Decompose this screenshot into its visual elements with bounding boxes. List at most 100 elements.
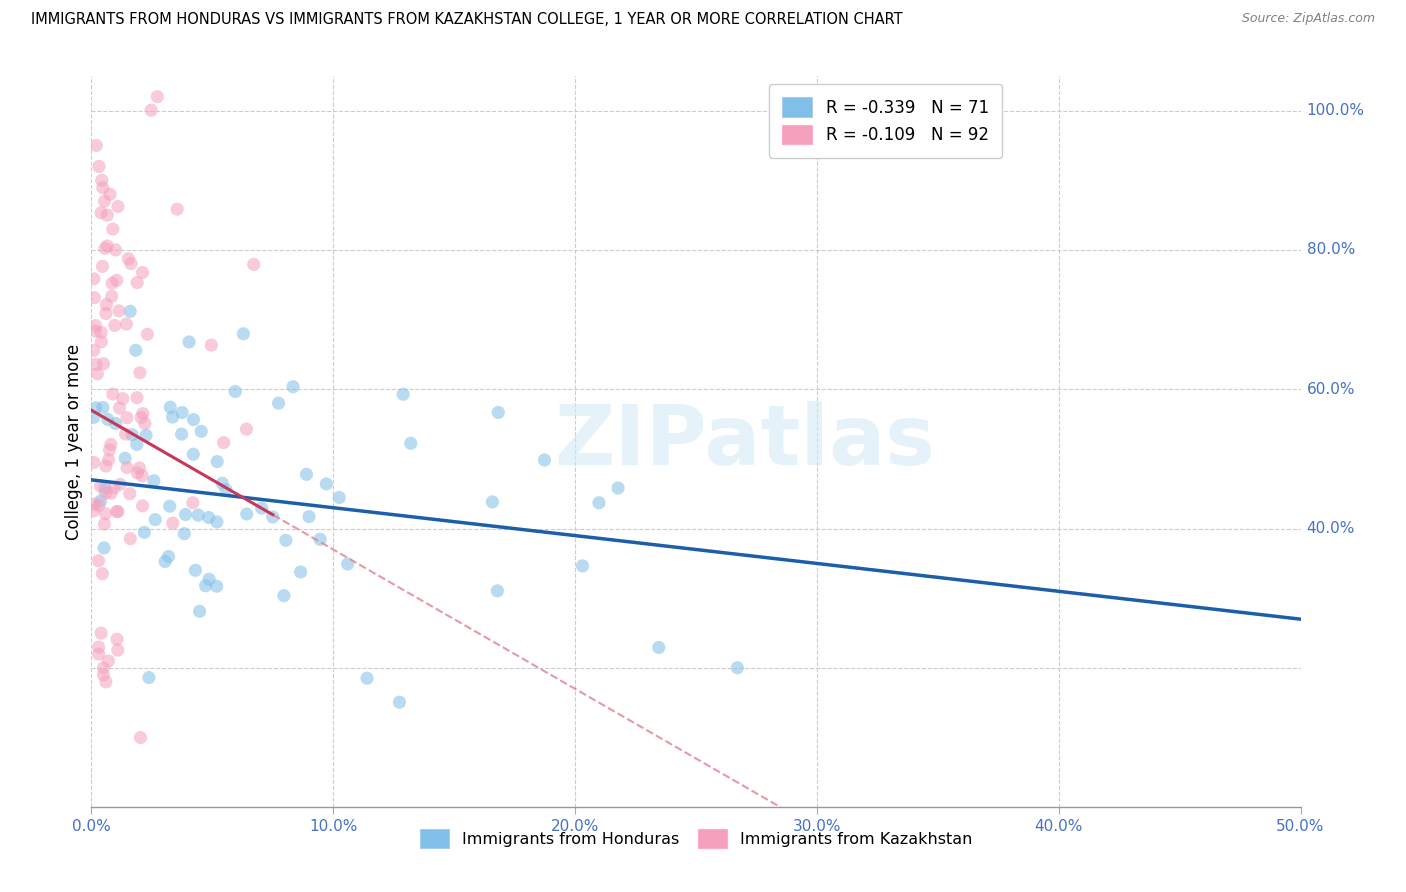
Point: [96, 239, 118, 253]
Point: [90, 173, 112, 187]
Point: [128, 461, 150, 475]
Point: [90, 494, 112, 508]
Point: [607, 481, 630, 495]
Point: [162, 410, 184, 425]
Point: [84, 401, 107, 415]
Point: [117, 252, 139, 266]
Point: [242, 257, 264, 271]
Point: [162, 516, 184, 530]
Point: [205, 454, 228, 468]
Point: [183, 412, 205, 426]
Point: [125, 343, 148, 358]
Point: [120, 257, 142, 271]
Point: [648, 640, 671, 655]
Point: [143, 513, 166, 527]
Point: [84, 138, 107, 153]
Point: [298, 509, 321, 524]
Point: [108, 303, 131, 318]
Point: [91, 401, 114, 415]
Point: [103, 481, 125, 495]
Point: [90, 326, 112, 340]
Point: [104, 243, 127, 257]
Point: [290, 565, 312, 579]
Point: [127, 276, 149, 290]
Point: [108, 401, 131, 415]
Point: [94, 486, 117, 500]
Point: [129, 410, 152, 425]
Legend: Immigrants from Honduras, Immigrants from Kazakhstan: Immigrants from Honduras, Immigrants fro…: [413, 823, 979, 855]
Point: [166, 202, 188, 216]
Point: [273, 589, 295, 603]
Point: [87, 554, 110, 568]
Point: [83, 291, 105, 305]
Point: [172, 406, 194, 420]
Point: [235, 422, 257, 436]
Point: [481, 495, 503, 509]
Point: [97, 412, 120, 426]
Point: [93, 541, 115, 555]
Point: [388, 695, 411, 709]
Point: [129, 731, 152, 745]
Point: [157, 549, 180, 564]
Point: [159, 500, 181, 514]
Point: [141, 103, 163, 118]
Point: [111, 392, 134, 406]
Point: [571, 558, 593, 573]
Point: [105, 504, 128, 518]
Point: [100, 437, 122, 451]
Point: [84, 318, 107, 333]
Point: [533, 453, 555, 467]
Point: [336, 557, 359, 571]
Point: [115, 317, 138, 331]
Point: [129, 366, 152, 380]
Point: [725, 661, 748, 675]
Point: [97, 452, 120, 467]
Point: [120, 304, 142, 318]
Point: [115, 410, 138, 425]
Point: [235, 507, 257, 521]
Point: [107, 200, 129, 214]
Point: [146, 89, 169, 103]
Point: [83, 455, 105, 469]
Point: [90, 334, 112, 349]
Point: [170, 427, 193, 442]
Point: [212, 435, 235, 450]
Point: [177, 334, 200, 349]
Point: [100, 486, 122, 500]
Point: [104, 417, 127, 431]
Point: [134, 417, 156, 431]
Point: [83, 272, 105, 286]
Point: [159, 401, 181, 415]
Point: [197, 510, 219, 524]
Point: [120, 532, 142, 546]
Point: [86, 367, 108, 381]
Text: 100.0%: 100.0%: [1306, 103, 1365, 118]
Point: [101, 222, 124, 236]
Point: [91, 260, 114, 274]
Point: [328, 491, 350, 505]
Point: [94, 481, 117, 495]
Point: [94, 241, 117, 255]
Point: [188, 604, 211, 618]
Point: [295, 467, 318, 482]
Point: [153, 554, 176, 568]
Point: [274, 533, 297, 548]
Point: [121, 427, 143, 442]
Point: [486, 405, 509, 419]
Point: [200, 338, 222, 352]
Point: [83, 497, 105, 511]
Point: [115, 460, 138, 475]
Point: [83, 410, 105, 425]
Point: [96, 297, 118, 311]
Point: [89, 479, 111, 493]
Point: [83, 343, 105, 358]
Y-axis label: College, 1 year or more: College, 1 year or more: [65, 343, 83, 540]
Point: [104, 318, 127, 333]
Point: [94, 674, 117, 689]
Point: [107, 643, 129, 657]
Point: [194, 579, 217, 593]
Point: [105, 273, 128, 287]
Point: [94, 458, 117, 473]
Point: [94, 507, 117, 521]
Point: [93, 668, 115, 682]
